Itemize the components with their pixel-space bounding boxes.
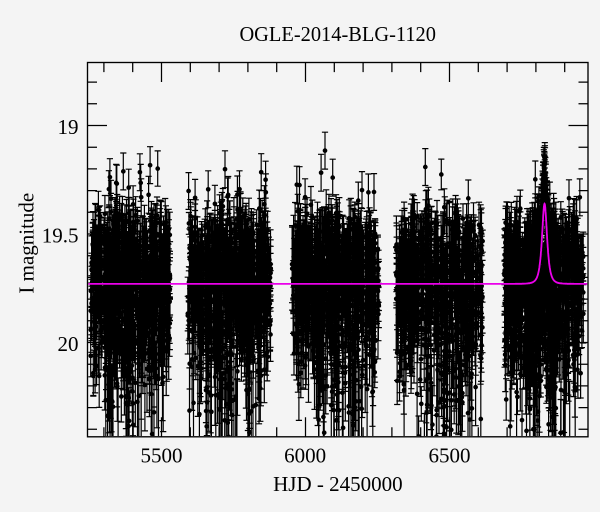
svg-text:HJD - 2450000: HJD - 2450000 bbox=[273, 472, 403, 496]
svg-text:20: 20 bbox=[58, 332, 79, 356]
svg-text:I magnitude: I magnitude bbox=[15, 193, 39, 294]
svg-text:6000: 6000 bbox=[284, 444, 326, 468]
svg-text:OGLE-2014-BLG-1120: OGLE-2014-BLG-1120 bbox=[239, 22, 436, 46]
svg-text:5500: 5500 bbox=[141, 444, 183, 468]
svg-text:6500: 6500 bbox=[429, 444, 471, 468]
svg-text:19.5: 19.5 bbox=[42, 223, 79, 247]
svg-text:19: 19 bbox=[58, 115, 79, 139]
